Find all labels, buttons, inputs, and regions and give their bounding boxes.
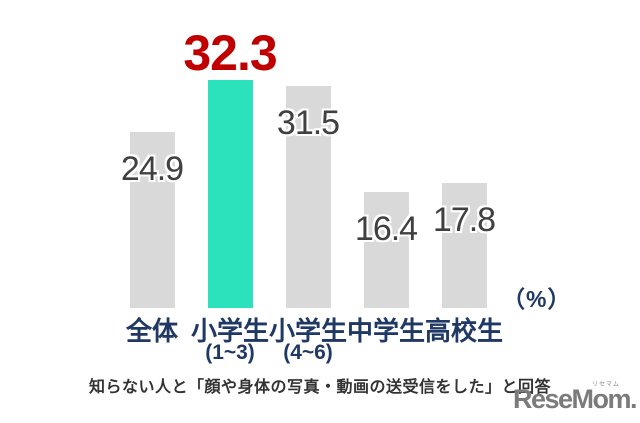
bar-elementary-4-6 [285, 86, 331, 308]
category-label-high-school: 高校生 [424, 316, 504, 346]
category-label-elementary-1-3: 小学生 [190, 316, 270, 346]
category-sublabel-elementary-4-6: (4~6) [283, 341, 333, 364]
bar-junior-high [363, 192, 409, 308]
category-label-overall: 全体 [125, 316, 179, 346]
resemom-logo: リセマム ReseMom. [512, 382, 638, 414]
bar-overall [129, 132, 175, 308]
bar-high-school [441, 183, 487, 308]
chart-caption: 知らない人と「顔や身体の写真・動画の送受信をした」と回答 [88, 379, 551, 396]
value-label-overall: 24.9 [120, 150, 184, 188]
percent-unit-label: （%） [502, 286, 572, 312]
resemom-logo-text: ReseMom. [512, 384, 638, 414]
value-label-elementary-1-3: 32.3 [183, 25, 277, 81]
category-label-junior-high: 中学生 [346, 316, 426, 346]
category-label-elementary-4-6: 小学生 [268, 316, 348, 346]
bar-elementary-1-3 [207, 80, 253, 308]
value-label-junior-high: 16.4 [354, 210, 418, 248]
resemom-logo-ruby: リセマム [591, 382, 620, 388]
value-label-elementary-4-6: 31.5 [276, 104, 340, 142]
category-sublabel-elementary-1-3: (1~3) [205, 341, 255, 364]
value-label-high-school: 17.8 [432, 201, 496, 239]
